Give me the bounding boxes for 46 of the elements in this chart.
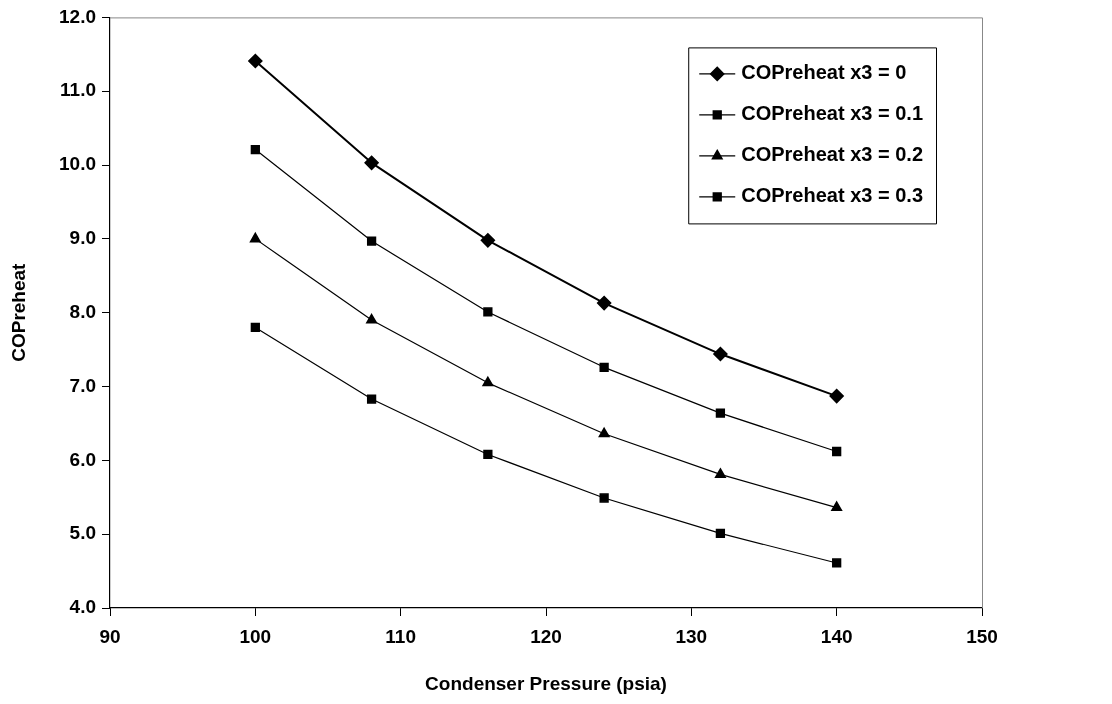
y-tick-label: 6.0 <box>69 448 96 470</box>
x-tick-label: 150 <box>966 625 998 647</box>
point <box>366 236 377 246</box>
point <box>598 427 610 438</box>
y-tick-label: 9.0 <box>69 227 96 249</box>
point <box>366 394 377 404</box>
legend-label: COPreheat x3 = 0.2 <box>741 143 924 166</box>
point <box>364 155 379 171</box>
point <box>715 408 726 418</box>
x-tick-label: 100 <box>239 625 272 647</box>
x-tick-label: 130 <box>675 625 708 647</box>
point <box>715 528 726 539</box>
point <box>714 468 726 478</box>
x-tick-label: 90 <box>99 625 121 647</box>
x-axis-title: Condenser Pressure (psia) <box>425 672 667 694</box>
legend-label: COPreheat x3 = 0.3 <box>741 184 924 207</box>
y-tick-label: 10.0 <box>59 153 96 175</box>
point <box>480 233 496 248</box>
point <box>483 449 493 460</box>
x-tick-label: 140 <box>820 625 853 647</box>
point <box>829 388 844 404</box>
y-tick-label: 8.0 <box>69 300 96 322</box>
y-tick-label: 11.0 <box>60 79 96 101</box>
y-tick-label: 12.0 <box>59 5 96 27</box>
point <box>366 313 378 324</box>
point <box>250 144 260 155</box>
y-tick-label: 4.0 <box>69 596 96 618</box>
point <box>482 376 494 387</box>
legend-label: COPreheat x3 = 0.1 <box>741 102 924 125</box>
point <box>248 53 263 69</box>
y-axis-title: COPreheat <box>7 262 29 362</box>
point <box>832 558 842 568</box>
y-tick-label: 7.0 <box>69 374 96 396</box>
point <box>599 362 609 372</box>
point <box>596 295 612 311</box>
point <box>832 446 842 457</box>
legend-label: COPreheat x3 = 0 <box>741 61 907 84</box>
point <box>713 346 728 362</box>
point <box>831 501 843 512</box>
y-tick-label: 5.0 <box>69 522 96 544</box>
x-tick-label: 120 <box>530 625 562 647</box>
point <box>483 307 493 317</box>
x-tick-label: 110 <box>385 625 416 647</box>
point <box>250 322 260 333</box>
point <box>599 493 609 503</box>
point <box>249 232 261 243</box>
